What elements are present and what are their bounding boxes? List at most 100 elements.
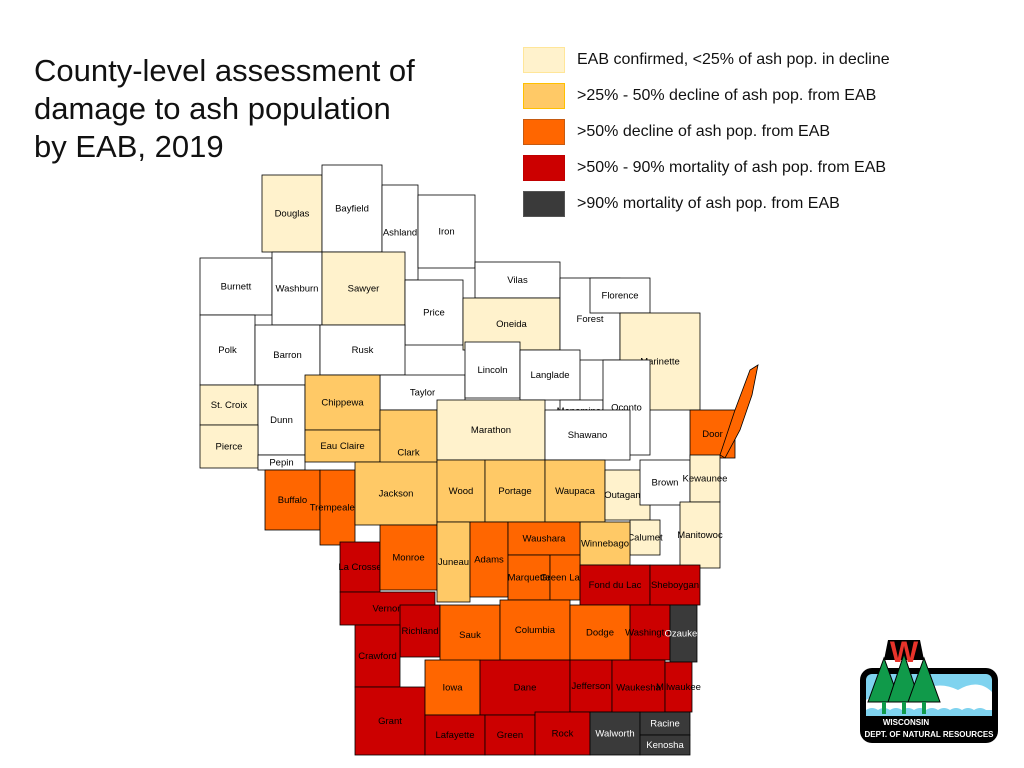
county-label: Rusk — [352, 345, 374, 356]
county-label: Oconto — [611, 403, 642, 414]
county-shape — [544, 459, 606, 523]
county-shape — [464, 341, 521, 399]
county-label: Eau Claire — [320, 441, 364, 452]
county-shape — [462, 297, 561, 351]
legend: EAB confirmed, <25% of ash pop. in decli… — [523, 42, 890, 222]
county-shape — [469, 521, 509, 598]
county-label: Adams — [474, 555, 504, 566]
county-oneida: Oneida — [462, 297, 561, 351]
county-label: Vilas — [507, 275, 528, 286]
county-shape — [424, 714, 486, 756]
county-dodge: Dodge — [569, 604, 631, 661]
county-pepin: Pepin — [257, 454, 306, 471]
county-shape — [479, 659, 571, 716]
county-price: Price — [404, 279, 464, 346]
county-shape — [639, 459, 691, 506]
county-shape — [579, 521, 631, 566]
county-chippewa: Chippewa — [304, 374, 381, 431]
county-bayfield: Bayfield — [321, 164, 383, 253]
county-label: Marathon — [471, 425, 511, 436]
county-label: Green — [497, 730, 523, 741]
county-label: Brown — [652, 478, 679, 489]
county-label: Waupaca — [555, 486, 595, 497]
county-label: Rock — [552, 729, 574, 740]
county-label: Lafayette — [435, 730, 474, 741]
county-shape — [424, 659, 481, 716]
legend-item: >50% decline of ash pop. from EAB — [523, 114, 890, 150]
county-lafayette: Lafayette — [424, 714, 486, 756]
county-label: Lincoln — [477, 365, 507, 376]
county-jackson: Jackson — [354, 461, 438, 526]
county-label: Dane — [514, 683, 537, 694]
county-shape — [507, 554, 551, 601]
county-label: Monroe — [392, 553, 424, 564]
county-label: Richland — [402, 626, 439, 637]
county-waushara: Waushara — [507, 521, 581, 556]
county-label: La Crosse — [338, 562, 381, 573]
county-portage: Portage — [484, 459, 546, 523]
county-kewaunee: Kewaunee — [683, 454, 727, 503]
county-waukesha: Waukesha — [611, 659, 666, 716]
legend-swatch — [523, 83, 565, 109]
county-label: St. Croix — [211, 400, 248, 411]
county-shape — [417, 194, 476, 269]
county-shape — [354, 624, 401, 688]
county-brown: Brown — [639, 459, 691, 506]
county-shape — [544, 409, 631, 461]
county-waupaca: Waupaca — [544, 459, 606, 523]
county-label: Green Lake — [540, 573, 590, 584]
county-pierce: Pierce — [199, 424, 259, 469]
legend-label: >50% - 90% mortality of ash pop. from EA… — [577, 159, 887, 176]
county-label: Iowa — [442, 683, 463, 694]
county-label: Marinette — [640, 357, 680, 368]
county-shape — [404, 279, 464, 346]
county-sauk: Sauk — [439, 604, 501, 666]
legend-label: >90% mortality of ash pop. from EAB — [577, 195, 840, 212]
legend-swatch — [523, 191, 565, 217]
county-shape — [439, 604, 501, 666]
county-buffalo: Buffalo — [264, 469, 321, 531]
county-shape — [549, 554, 581, 601]
county-rock: Rock — [534, 711, 591, 756]
county-shape — [519, 349, 581, 401]
county-kenosha: Kenosha — [639, 734, 691, 756]
county-milwaukee: Milwaukee — [656, 661, 701, 713]
county-juneau: Juneau — [436, 521, 471, 603]
county-shape — [379, 524, 438, 591]
county-label: Jefferson — [572, 681, 611, 692]
county-sheboygan: Sheboygan — [649, 564, 701, 606]
county-shape — [321, 251, 406, 326]
county-shape — [264, 469, 321, 531]
county-dunn: Dunn — [257, 384, 306, 456]
legend-swatch — [523, 47, 565, 73]
county-iron: Iron — [417, 194, 476, 269]
county-label: Polk — [218, 345, 237, 356]
county-shape — [629, 519, 661, 556]
legend-item: >25% - 50% decline of ash pop. from EAB — [523, 78, 890, 114]
county-shape — [534, 711, 591, 756]
county-ozaukee: Ozaukee — [664, 604, 703, 663]
county-label: Walworth — [595, 729, 634, 740]
county-shape — [319, 324, 406, 376]
county-columbia: Columbia — [499, 599, 571, 661]
county-label: Fond du Lac — [589, 580, 642, 591]
county-shape — [611, 659, 666, 716]
county-burnett: Burnett — [199, 257, 273, 316]
county-calumet: Calumet — [627, 519, 663, 556]
county-label: Bayfield — [335, 204, 369, 215]
county-label: Oneida — [496, 319, 527, 330]
county-label: Winnebago — [581, 539, 629, 550]
county-polk: Polk — [199, 314, 256, 386]
county-label: Forest — [577, 314, 604, 325]
county-label: Chippewa — [321, 398, 364, 409]
county-shape — [271, 251, 323, 326]
county-label: Outagamie — [604, 490, 650, 501]
county-label: Price — [423, 308, 445, 319]
county-douglas: Douglas — [261, 174, 323, 253]
county-label: Buffalo — [278, 495, 307, 506]
county-green: Green — [484, 714, 536, 756]
county-label: Ozaukee — [664, 629, 702, 640]
county-label: Crawford — [358, 651, 397, 662]
county-sawyer: Sawyer — [321, 251, 406, 326]
